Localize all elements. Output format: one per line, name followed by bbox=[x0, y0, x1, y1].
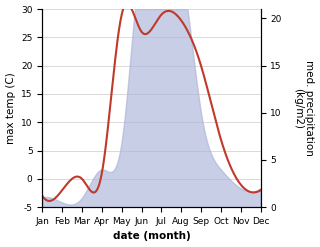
Y-axis label: med. precipitation
(kg/m2): med. precipitation (kg/m2) bbox=[293, 60, 315, 156]
X-axis label: date (month): date (month) bbox=[113, 231, 190, 242]
Y-axis label: max temp (C): max temp (C) bbox=[5, 72, 16, 144]
